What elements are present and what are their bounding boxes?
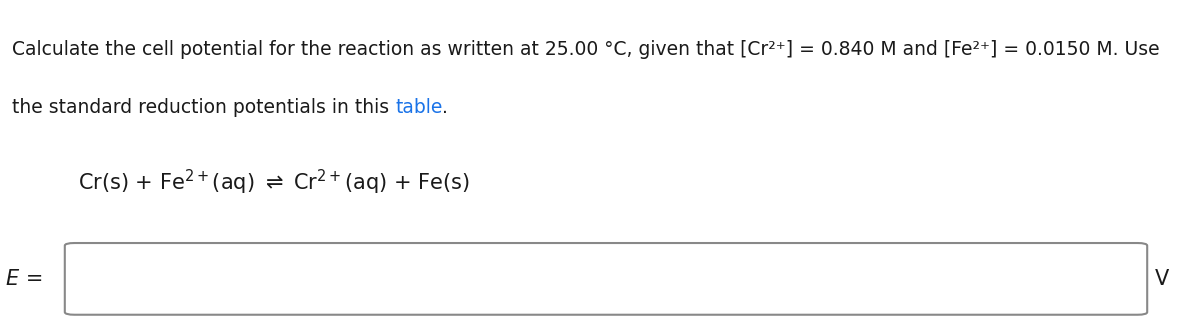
Text: .: .	[443, 98, 449, 117]
Text: table: table	[395, 98, 443, 117]
Text: Calculate the cell potential for the reaction as written at 25.00 °C, given that: Calculate the cell potential for the rea…	[12, 40, 1159, 59]
Text: the standard reduction potentials in this: the standard reduction potentials in thi…	[12, 98, 395, 117]
Text: E =: E =	[6, 269, 43, 289]
Text: Cr(s) + Fe$^{2+}$(aq) $\rightleftharpoons$ Cr$^{2+}$(aq) + Fe(s): Cr(s) + Fe$^{2+}$(aq) $\rightleftharpoon…	[78, 168, 469, 197]
Text: V: V	[1154, 269, 1169, 289]
